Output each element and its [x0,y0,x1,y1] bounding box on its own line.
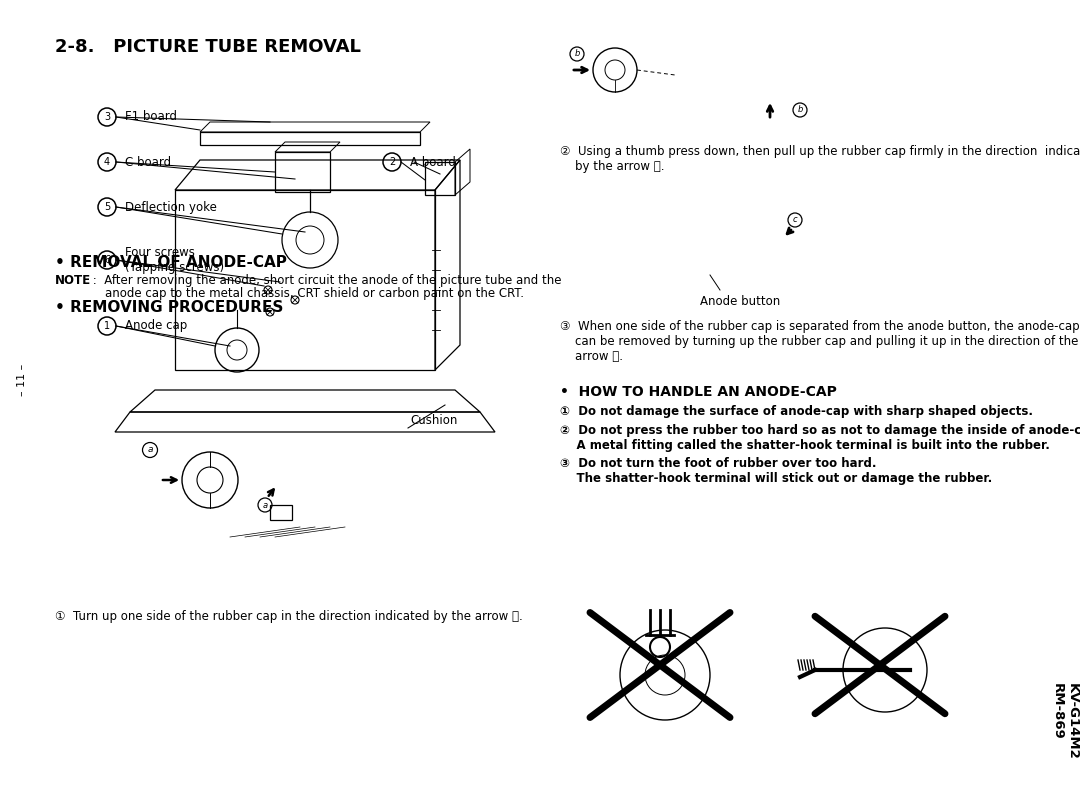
Text: ③  Do not turn the foot of rubber over too hard.
    The shatter-hook terminal w: ③ Do not turn the foot of rubber over to… [561,457,993,485]
Text: Four screws
(Tapping screws): Four screws (Tapping screws) [125,246,225,274]
Text: Cushion: Cushion [410,413,457,427]
Text: 1: 1 [104,321,110,331]
Text: NOTE: NOTE [55,274,91,287]
Text: Anode button: Anode button [700,295,780,308]
Text: b: b [575,49,580,58]
Text: ②  Do not press the rubber too hard so as not to damage the inside of anode-cap.: ② Do not press the rubber too hard so as… [561,424,1080,452]
Text: a: a [262,501,268,509]
Text: 4: 4 [104,157,110,167]
Text: 2-8.   PICTURE TUBE REMOVAL: 2-8. PICTURE TUBE REMOVAL [55,38,361,56]
Text: – 11 –: – 11 – [17,364,27,396]
Text: Anode cap: Anode cap [125,319,187,332]
Text: anode cap to the metal chassis, CRT shield or carbon paint on the CRT.: anode cap to the metal chassis, CRT shie… [105,287,524,300]
Text: 6: 6 [104,255,110,265]
Text: :  After removing the anode, short circuit the anode of the picture tube and the: : After removing the anode, short circui… [89,274,562,287]
Text: KV-G14M2
RM-869: KV-G14M2 RM-869 [1051,684,1079,760]
Text: •  HOW TO HANDLE AN ANODE-CAP: • HOW TO HANDLE AN ANODE-CAP [561,385,837,399]
Text: ②  Using a thumb press down, then pull up the rubber cap firmly in the direction: ② Using a thumb press down, then pull up… [561,145,1080,173]
Text: b: b [797,105,802,114]
Text: ①  Do not damage the surface of anode-cap with sharp shaped objects.: ① Do not damage the surface of anode-cap… [561,405,1032,418]
Text: ①  Turn up one side of the rubber cap in the direction indicated by the arrow ⓐ.: ① Turn up one side of the rubber cap in … [55,610,523,623]
Text: C board: C board [125,156,171,168]
Text: a: a [147,446,152,454]
Text: c: c [793,215,797,224]
Text: • REMOVING PROCEDURES: • REMOVING PROCEDURES [55,300,283,315]
Text: A board: A board [410,156,456,168]
Text: ③  When one side of the rubber cap is separated from the anode button, the anode: ③ When one side of the rubber cap is sep… [561,320,1080,363]
Text: Deflection yoke: Deflection yoke [125,201,217,214]
Text: 5: 5 [104,202,110,212]
Text: F1 board: F1 board [125,110,177,123]
Text: 3: 3 [104,112,110,122]
Text: • REMOVAL OF ANODE-CAP: • REMOVAL OF ANODE-CAP [55,255,287,270]
Text: 2: 2 [389,157,395,167]
